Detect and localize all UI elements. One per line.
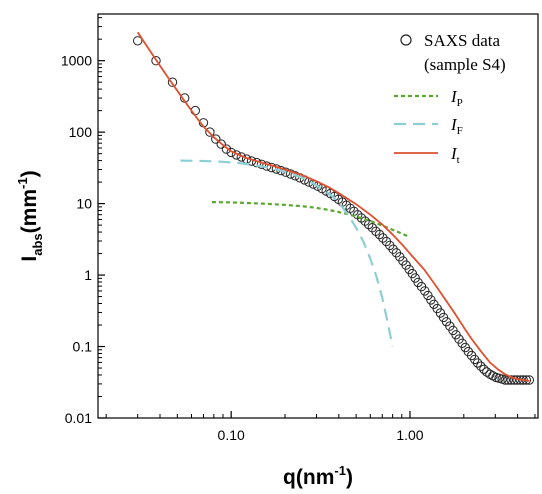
axis-ticks: 0.01 0.1 1 10 100 1000 0.10 1.00 — [61, 17, 536, 443]
y-tick-label: 100 — [69, 124, 93, 140]
legend-label-saxs-line2: (sample S4) — [424, 55, 506, 74]
legend-marker-saxs — [400, 34, 412, 46]
y-tick-label: 1000 — [61, 53, 92, 69]
data-point — [211, 134, 221, 144]
data-point — [167, 77, 178, 87]
data-point — [506, 375, 516, 385]
series-layer — [133, 31, 534, 385]
data-point — [133, 36, 143, 46]
data-point — [472, 358, 483, 368]
plot-frame — [97, 13, 539, 419]
x-axis-title-sup: -1 — [334, 463, 346, 478]
legend-label-main: I — [450, 144, 458, 163]
data-point — [281, 167, 291, 177]
y-axis-title-mid: (mm — [18, 189, 41, 233]
data-point — [479, 364, 489, 374]
data-point — [216, 139, 226, 149]
data-point — [500, 375, 510, 385]
y-axis-title: Iabs(mm-1) — [15, 170, 45, 261]
data-point — [378, 233, 388, 243]
data-point — [221, 144, 232, 154]
x-axis-title-main: q(nm — [283, 466, 334, 489]
y-axis-title-main: I — [18, 256, 41, 262]
x-axis-title: q(nm-1) — [283, 463, 353, 489]
legend-label-main: I — [450, 87, 458, 106]
y-tick-label: 0.01 — [65, 410, 92, 426]
data-point — [364, 219, 374, 230]
y-axis-title-sub: abs — [30, 233, 45, 255]
y-tick-label: 10 — [76, 196, 92, 212]
saxs-data-points — [133, 36, 534, 385]
data-point — [371, 226, 381, 237]
legend-label-saxs: SAXS data — [424, 31, 500, 50]
y-tick-label: 0.1 — [73, 339, 93, 355]
legend-label-subscript: t — [457, 154, 460, 166]
x-tick-label: 0.10 — [218, 427, 245, 443]
series-line-It — [136, 31, 530, 382]
x-tick-label: 1.00 — [396, 427, 423, 443]
data-point — [388, 244, 398, 254]
legend-label-subscript: P — [457, 97, 463, 109]
legend-label-IP: IP — [450, 87, 463, 109]
data-point — [151, 56, 161, 66]
legend-label-IF: IF — [450, 115, 463, 137]
data-point — [476, 361, 486, 371]
legend-label-subscript: F — [457, 125, 463, 137]
series-line-IF — [180, 159, 394, 347]
y-tick-label: 1 — [84, 267, 92, 283]
y-axis-title-sup: -1 — [15, 177, 30, 189]
data-point — [367, 223, 377, 233]
data-point — [470, 354, 480, 365]
y-axis-title-close: ) — [18, 170, 41, 177]
data-point — [205, 127, 215, 137]
legend-label-main: I — [450, 115, 458, 134]
data-point — [360, 216, 370, 226]
legend-label-It: It — [450, 144, 460, 166]
series-line-IP — [211, 201, 411, 239]
x-axis-title-close: ) — [346, 466, 353, 489]
data-point — [374, 229, 385, 240]
